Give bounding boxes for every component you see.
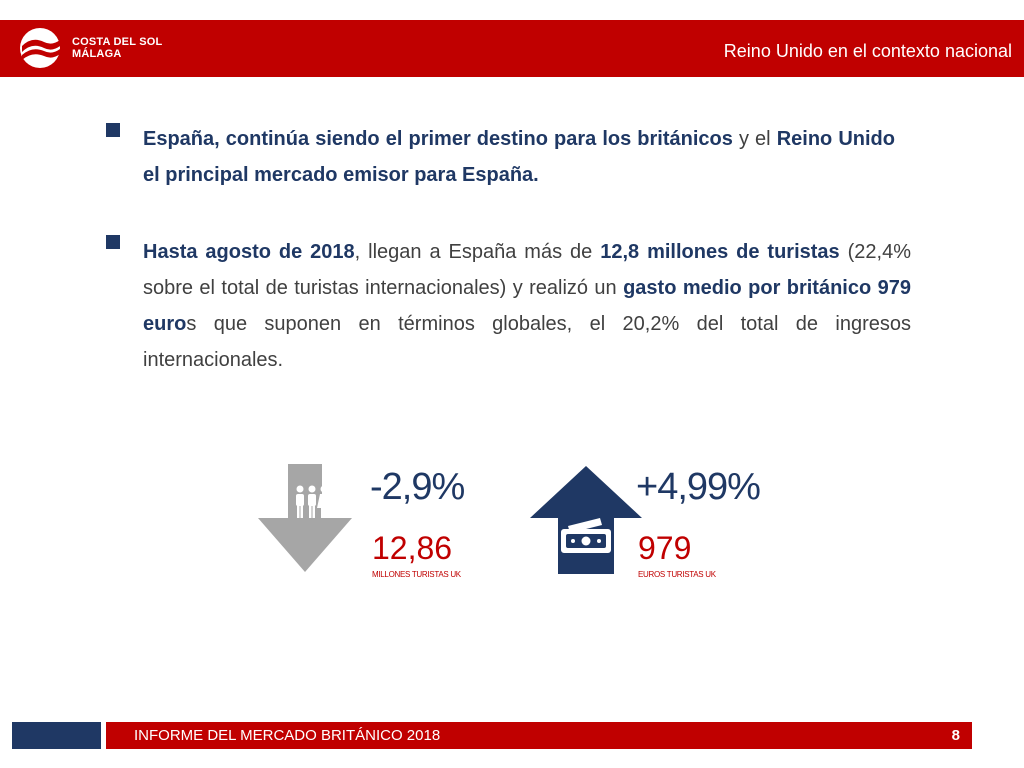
bullet-paragraph-2: Hasta agosto de 2018, llegan a España má… [143, 234, 911, 378]
tourists-caption: MILLONES TURISTAS UK [372, 570, 461, 579]
logo-line-1: COSTA DEL SOL [72, 36, 163, 48]
bullet-paragraph-1: España, continúa siendo el primer destin… [143, 121, 895, 193]
bullet-2-text-c: s que suponen en términos globales, el 2… [143, 313, 911, 371]
costa-del-sol-logo: COSTA DEL SOL MÁLAGA [16, 26, 162, 70]
logo-line-2: MÁLAGA [72, 48, 122, 60]
tourists-value: 12,86 [372, 530, 453, 566]
bullet-2-date: Hasta agosto de 2018 [143, 241, 355, 263]
sun-wave-logo-icon [20, 28, 60, 68]
section-title: Reino Unido en el contexto nacional [723, 41, 1012, 61]
bullet-2-spend: gasto medio por británico 979 euro [143, 277, 911, 335]
bullet-1-bold-a: España, continúa siendo el primer destin… [143, 128, 733, 150]
up-arrow-icon [530, 466, 642, 574]
footer-bar: INFORME DEL MERCADO BRITÁNICO 2018 8 [106, 722, 972, 749]
bullet-1-text: y el [732, 128, 777, 150]
bullet-2-text-b: (22,4% sobre el total de turistas intern… [143, 241, 911, 299]
tourists-change: -2,9% [370, 466, 465, 508]
spend-change: +4,99% [636, 466, 761, 508]
footer-title: INFORME DEL MERCADO BRITÁNICO 2018 [134, 727, 441, 744]
header-bar: COSTA DEL SOL MÁLAGA Reino Unido en el c… [0, 20, 1024, 77]
bullet-marker-1 [106, 123, 120, 137]
page-number: 8 [951, 727, 960, 744]
logo-text: COSTA DEL SOL MÁLAGA [72, 36, 162, 60]
spend-value: 979 [638, 530, 692, 566]
bullet-1-bold-b: Reino Unido el principal mercado emisor … [143, 128, 895, 186]
spend-caption: EUROS TURISTAS UK [638, 570, 716, 579]
money-icon [561, 518, 611, 553]
bullet-marker-2 [106, 235, 120, 249]
footer-accent-block [12, 722, 101, 749]
bullet-2-text-a: , llegan a España más de [354, 241, 601, 263]
people-icon [296, 485, 343, 518]
down-arrow-icon [258, 464, 352, 572]
bullet-2-tourists: 12,8 millones de turistas [600, 241, 840, 263]
